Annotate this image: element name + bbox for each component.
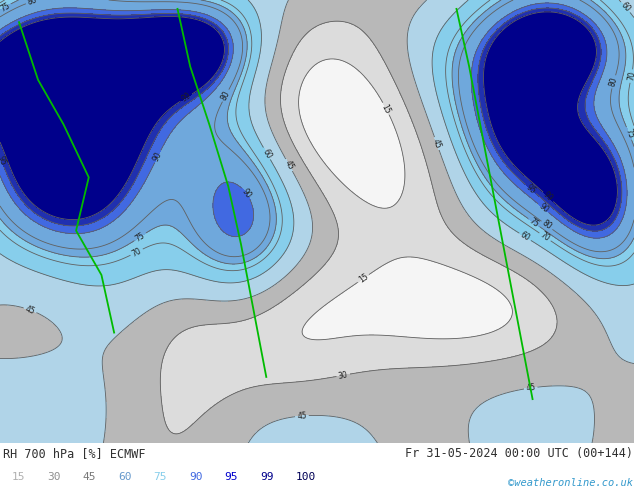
Text: 99: 99 [260, 471, 273, 482]
Text: 75: 75 [623, 127, 634, 140]
Text: 95: 95 [524, 182, 538, 196]
Text: 15: 15 [380, 102, 392, 115]
Text: 70: 70 [626, 71, 634, 82]
Text: RH 700 hPa [%] ECMWF: RH 700 hPa [%] ECMWF [3, 447, 146, 460]
Text: Fr 31-05-2024 00:00 UTC (00+144): Fr 31-05-2024 00:00 UTC (00+144) [404, 447, 633, 460]
Text: 90: 90 [240, 187, 253, 200]
Text: 95: 95 [224, 471, 238, 482]
Text: 99: 99 [541, 190, 555, 203]
Text: 30: 30 [47, 471, 60, 482]
Text: 15: 15 [11, 471, 25, 482]
Text: 90: 90 [189, 471, 202, 482]
Text: 45: 45 [525, 383, 536, 393]
Text: 45: 45 [297, 411, 307, 421]
Text: 80: 80 [27, 0, 38, 7]
Text: 60: 60 [261, 147, 273, 160]
Text: 100: 100 [295, 471, 316, 482]
Text: 45: 45 [24, 304, 36, 316]
Text: 99: 99 [180, 91, 193, 104]
Text: 60: 60 [519, 230, 531, 243]
Text: 45: 45 [82, 471, 96, 482]
Text: 60: 60 [619, 0, 632, 14]
Text: 80: 80 [540, 219, 553, 232]
Text: 70: 70 [130, 246, 143, 258]
Text: 80: 80 [219, 89, 232, 102]
Text: 70: 70 [538, 230, 552, 244]
Text: 75: 75 [153, 471, 167, 482]
Text: 45: 45 [283, 159, 295, 171]
Text: 90: 90 [152, 150, 164, 163]
Text: 45: 45 [431, 137, 443, 149]
Text: 75: 75 [527, 216, 540, 229]
Text: 30: 30 [338, 370, 349, 381]
Text: 75: 75 [134, 230, 146, 243]
Text: 15: 15 [357, 272, 370, 285]
Text: 60: 60 [118, 471, 131, 482]
Text: 75: 75 [0, 1, 11, 14]
Text: ©weatheronline.co.uk: ©weatheronline.co.uk [508, 478, 633, 488]
Text: 90: 90 [537, 201, 550, 215]
Text: 95: 95 [0, 155, 8, 167]
Text: 80: 80 [608, 76, 619, 88]
